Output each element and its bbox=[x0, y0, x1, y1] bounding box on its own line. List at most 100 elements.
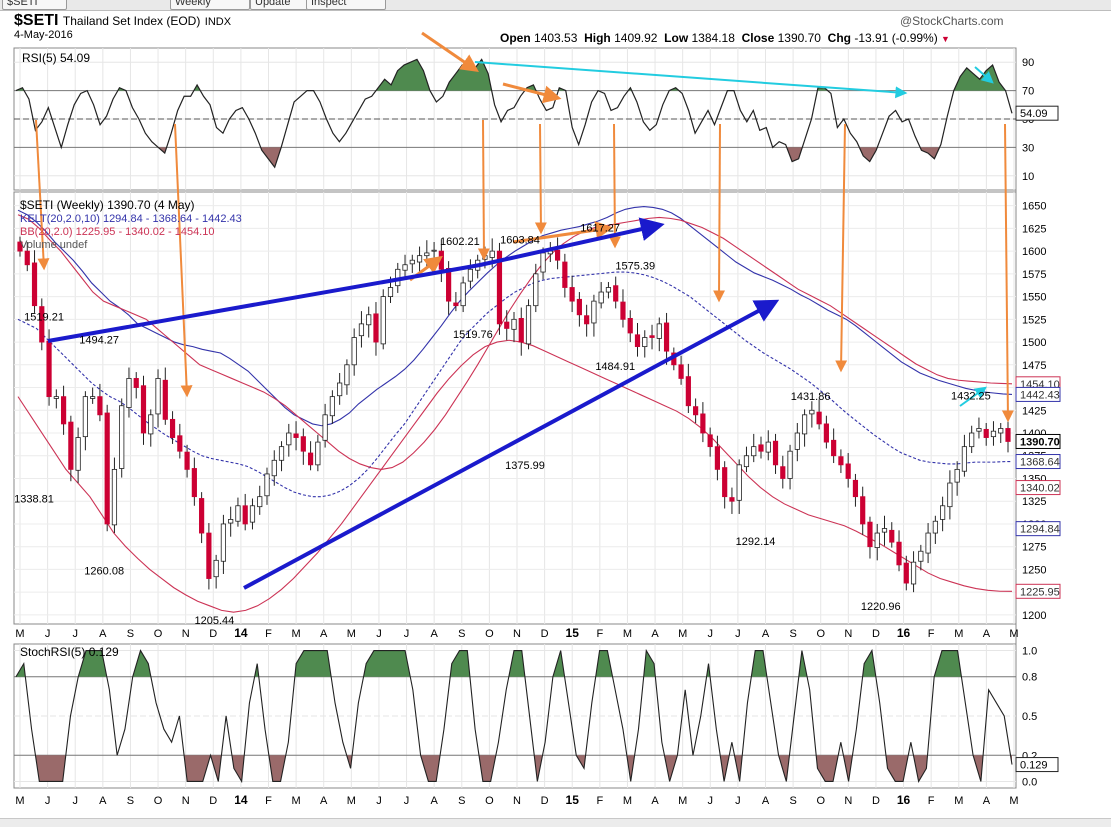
price-annotation: 1519.21 bbox=[24, 312, 64, 324]
candle-body bbox=[169, 418, 176, 438]
x-tick-label: N bbox=[844, 628, 852, 640]
x-tick-label-bottom: S bbox=[458, 795, 465, 807]
x-tick-label-bottom: A bbox=[762, 795, 770, 807]
x-tick-label: N bbox=[513, 628, 521, 640]
rsi-oversold-fill bbox=[859, 147, 878, 162]
annotation-arrow bbox=[1001, 123, 1014, 423]
price-annotation: 1431.86 bbox=[791, 391, 831, 403]
chart-title: $SETI Thailand Set Index (EOD) INDX bbox=[14, 12, 231, 30]
chg-value: -13.91 (-0.99%) bbox=[854, 31, 938, 45]
x-tick-label-bottom: M bbox=[954, 795, 963, 807]
candle-body bbox=[271, 459, 277, 477]
stoch-tick-label: 0.0 bbox=[1022, 776, 1037, 788]
price-axis-badge bbox=[1015, 583, 1061, 599]
annotation-arrow bbox=[534, 123, 547, 235]
period-select[interactable]: Weekly bbox=[170, 0, 250, 10]
candle-body bbox=[307, 452, 314, 466]
x-tick-label-bottom: D bbox=[209, 795, 217, 807]
candle-body bbox=[213, 559, 219, 578]
candle-body bbox=[446, 267, 452, 302]
rsi-legend: RSI(5) 54.09 bbox=[22, 51, 90, 65]
high-value: 1409.92 bbox=[614, 31, 658, 45]
candle-body bbox=[257, 496, 263, 508]
x-tick-label: A bbox=[651, 628, 659, 640]
candle-body bbox=[896, 541, 902, 566]
rsi-oversold-fill bbox=[920, 147, 940, 159]
x-tick-label-bottom: J bbox=[404, 795, 410, 807]
candle-body bbox=[322, 414, 328, 441]
candle-body bbox=[366, 314, 372, 326]
candle-body bbox=[940, 505, 946, 520]
inspect-checkbox[interactable]: Inspect bbox=[306, 0, 386, 10]
candle-body bbox=[998, 428, 1004, 434]
candle-body bbox=[932, 520, 938, 534]
toolbar: $SETI Weekly Update Inspect bbox=[0, 0, 1111, 11]
x-tick-label: S bbox=[127, 628, 134, 640]
price-annotation: 1603.84 bbox=[500, 235, 540, 247]
candle-body bbox=[111, 468, 118, 526]
price-tick-label: 1500 bbox=[1022, 337, 1046, 349]
stoch-oversold-fill bbox=[664, 755, 678, 782]
stoch-oversold-fill bbox=[420, 755, 441, 782]
stoch-oversold-fill bbox=[720, 755, 730, 782]
candle-body bbox=[438, 250, 444, 270]
candle-body bbox=[693, 406, 699, 416]
x-tick-label-bottom: M bbox=[347, 795, 356, 807]
candle-body bbox=[24, 250, 30, 266]
candle-body bbox=[860, 496, 866, 525]
candle-body bbox=[823, 423, 829, 443]
candle-body bbox=[68, 421, 74, 470]
annotation-arrow bbox=[713, 123, 726, 303]
candle-body bbox=[409, 259, 415, 265]
candle-body bbox=[191, 468, 197, 498]
candle-body bbox=[533, 273, 539, 307]
annotation-arrow bbox=[35, 119, 50, 271]
candle-body bbox=[787, 450, 793, 479]
candle-body bbox=[119, 405, 125, 469]
candle-body bbox=[881, 528, 888, 533]
x-tick-label: A bbox=[983, 628, 991, 640]
x-tick-label-bottom: J bbox=[45, 795, 51, 807]
candle-body bbox=[525, 305, 532, 345]
rsi-panel bbox=[14, 58, 1016, 177]
candle-body bbox=[831, 439, 837, 457]
candle-body bbox=[976, 428, 982, 432]
candle-body bbox=[206, 532, 212, 579]
candle-body bbox=[264, 473, 270, 497]
price-axis-badge bbox=[1015, 521, 1061, 537]
candle-body bbox=[315, 441, 321, 466]
candle-body bbox=[925, 532, 931, 554]
rsi-value-text: 54.09 bbox=[1020, 108, 1048, 120]
price-axis-badge bbox=[1015, 386, 1061, 402]
x-tick-label-bottom: 14 bbox=[234, 793, 248, 807]
candle-body bbox=[852, 479, 859, 498]
symbol-input[interactable]: $SETI bbox=[2, 0, 67, 10]
candle-body bbox=[177, 435, 183, 452]
x-tick-label: F bbox=[928, 628, 935, 640]
stoch-line bbox=[15, 648, 1013, 784]
price-tick-label: 1650 bbox=[1022, 201, 1046, 213]
exchange-label: INDX bbox=[204, 16, 232, 28]
annotation-arrow bbox=[474, 61, 908, 99]
candle-body bbox=[983, 428, 989, 438]
x-tick-label: 15 bbox=[566, 626, 580, 640]
stoch-overbought-fill bbox=[78, 650, 107, 677]
price-tick-label: 1325 bbox=[1022, 496, 1046, 508]
x-tick-label-bottom: J bbox=[72, 795, 78, 807]
candle-body bbox=[562, 261, 568, 288]
x-tick-label-bottom: A bbox=[651, 795, 659, 807]
candle-body bbox=[954, 468, 960, 483]
index-name: Thailand Set Index (EOD) bbox=[62, 14, 201, 28]
x-tick-label: N bbox=[182, 628, 190, 640]
ohlc-readout: Open 1403.53 High 1409.92 Low 1384.18 Cl… bbox=[500, 31, 950, 45]
candle-body bbox=[700, 413, 706, 434]
x-tick-label-bottom: J bbox=[376, 795, 382, 807]
candle-body bbox=[104, 412, 110, 525]
candle-body bbox=[816, 411, 822, 425]
candle-body bbox=[184, 451, 190, 470]
brand-logo: @StockCharts.com bbox=[900, 14, 1004, 28]
annotation-arrow bbox=[974, 66, 994, 84]
price-annotation: 1494.27 bbox=[79, 334, 119, 346]
price-panel bbox=[14, 205, 1016, 616]
candle-body bbox=[511, 318, 517, 330]
